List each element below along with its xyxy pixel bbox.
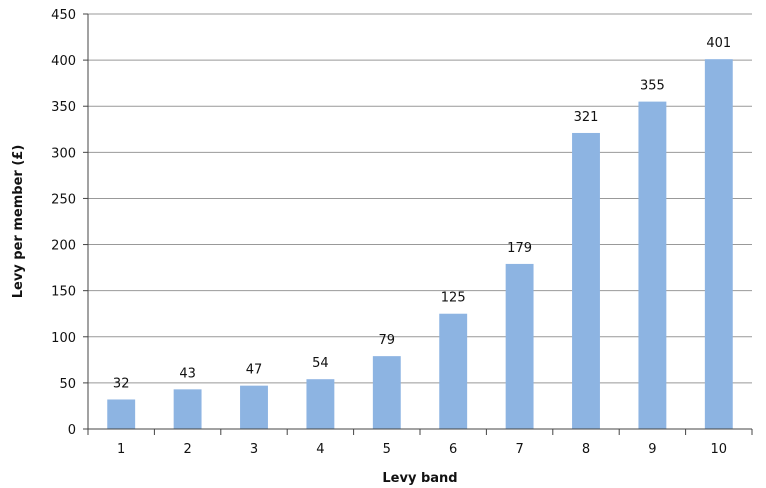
- data-label: 43: [179, 366, 196, 381]
- y-tick-labels: 0 50 100 150 200 250 300 350 400 450: [51, 8, 88, 438]
- x-tick-label: 8: [582, 442, 590, 457]
- x-tick-label: 9: [648, 442, 656, 457]
- y-tick-label: 350: [51, 100, 76, 115]
- x-tick-label: 5: [383, 442, 391, 457]
- x-tick-label: 7: [515, 442, 523, 457]
- data-label: 32: [113, 376, 130, 391]
- data-label: 79: [379, 333, 396, 348]
- y-tick-label: 100: [51, 331, 76, 346]
- x-axis-title: Levy band: [382, 471, 457, 486]
- y-tick-label: 200: [51, 239, 76, 254]
- data-label: 355: [640, 79, 665, 94]
- x-tick-label: 10: [711, 442, 728, 457]
- y-tick-label: 50: [59, 377, 76, 392]
- bar-band-8: [572, 132, 600, 429]
- bar-band-1: [107, 399, 136, 429]
- x-tick-label: 4: [316, 442, 324, 457]
- x-tick-label: 1: [117, 442, 125, 457]
- y-tick-label: 250: [51, 192, 76, 207]
- bar-band-9: [638, 101, 667, 429]
- data-label: 179: [507, 241, 532, 256]
- y-tick-label: 300: [51, 146, 76, 161]
- x-tick-label: 6: [449, 442, 457, 457]
- bars: [107, 59, 733, 429]
- y-axis-title: Levy per member (£): [11, 145, 26, 299]
- x-tick-labels: 1 2 3 4 5 6 7 8 9 10: [87, 429, 753, 457]
- bar-band-2: [173, 389, 202, 429]
- bar-band-3: [240, 385, 268, 429]
- y-tick-label: 0: [68, 423, 76, 438]
- gridlines: [88, 13, 752, 384]
- data-labels: 32 43 47 54 79 125 179 321 355 401: [113, 36, 731, 391]
- x-tick-label: 2: [183, 442, 191, 457]
- y-tick-label: 450: [51, 8, 76, 23]
- bar-band-4: [306, 379, 335, 429]
- bar-band-7: [505, 263, 534, 429]
- y-tick-label: 400: [51, 54, 76, 69]
- data-label: 401: [706, 36, 731, 51]
- y-tick-label: 150: [51, 285, 76, 300]
- data-label: 125: [441, 291, 466, 306]
- bar-band-10: [704, 59, 733, 429]
- data-label: 321: [574, 110, 599, 125]
- x-tick-label: 3: [250, 442, 258, 457]
- data-label: 54: [312, 356, 329, 371]
- bar-band-6: [439, 313, 468, 429]
- data-label: 47: [246, 363, 263, 378]
- bar-band-5: [372, 356, 401, 429]
